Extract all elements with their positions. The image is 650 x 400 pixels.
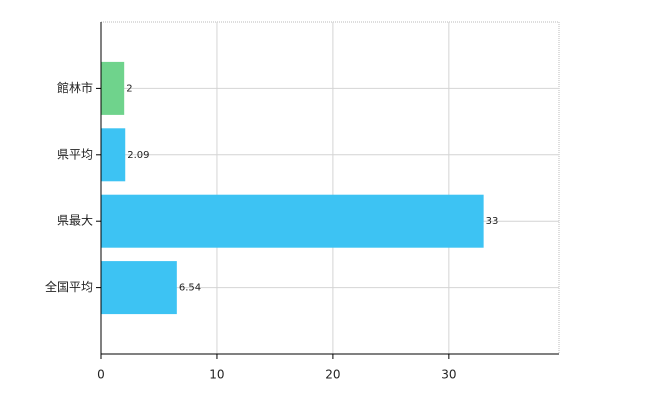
y-tick-label: 県平均 [57,147,93,161]
x-tick-label: 30 [441,368,456,382]
x-tick-label: 10 [209,368,224,382]
value-label: 6.54 [179,283,201,294]
value-label: 33 [486,216,499,227]
y-tick-label: 全国平均 [45,279,93,294]
value-label: 2.09 [127,150,149,161]
x-tick-label: 20 [325,368,340,382]
bar [101,194,484,248]
x-tick-label: 0 [97,368,105,382]
bar [101,61,125,115]
bar [101,128,126,182]
y-tick-label: 館林市 [57,80,93,95]
value-label: 2 [126,83,132,94]
bar [101,261,177,315]
y-tick-label: 県最大 [57,214,93,228]
